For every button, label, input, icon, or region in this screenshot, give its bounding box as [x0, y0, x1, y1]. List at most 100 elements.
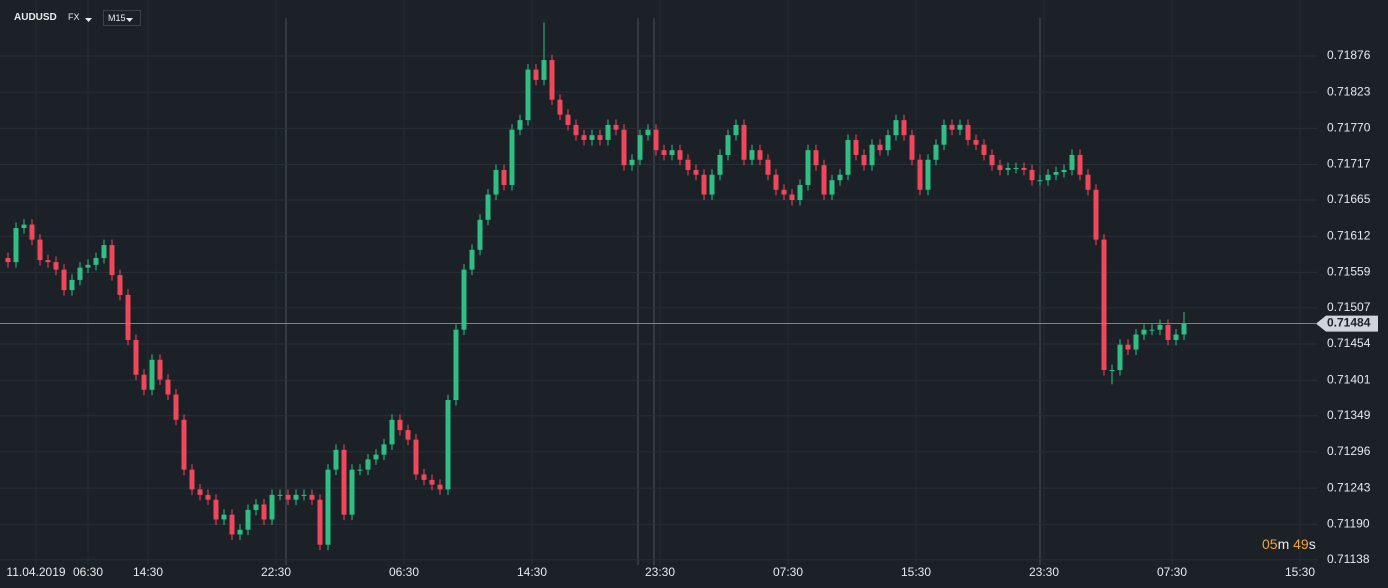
y-tick-label: 0.71243 — [1327, 480, 1371, 494]
candle-body — [829, 180, 835, 195]
candle-body — [21, 224, 27, 228]
candle-body — [685, 159, 691, 170]
candle-body — [125, 294, 131, 340]
candle-body — [573, 124, 579, 136]
candle-body — [109, 245, 115, 276]
candle-body — [725, 135, 731, 155]
candle-body — [781, 189, 787, 195]
candle-body — [933, 144, 939, 160]
candle-body — [469, 249, 475, 270]
candle-body — [717, 154, 723, 175]
candle-body — [421, 474, 427, 480]
candle-body — [1069, 154, 1075, 170]
y-tick-label: 0.71717 — [1327, 157, 1371, 171]
x-tick-label: 11.04.2019 — [6, 565, 65, 579]
candle-body — [477, 219, 483, 250]
candle-body — [389, 419, 395, 445]
x-tick-label: 15:30 — [1285, 565, 1315, 579]
y-tick-label: 0.71876 — [1327, 48, 1371, 62]
x-tick-label: 07:30 — [1157, 565, 1187, 579]
timeframe[interactable]: M15 — [103, 10, 141, 26]
x-tick-label: 07:30 — [773, 565, 803, 579]
candle-body — [1141, 329, 1147, 335]
candle-body — [957, 124, 963, 130]
y-tick-label: 0.71770 — [1327, 121, 1371, 135]
candle-body — [605, 124, 611, 140]
candle-body — [221, 514, 227, 520]
candle-body — [77, 267, 83, 280]
candle-body — [885, 135, 891, 151]
candle-body — [397, 419, 403, 431]
market[interactable]: FX — [68, 12, 80, 22]
candle-body — [949, 124, 955, 130]
dropdown-arrow[interactable] — [125, 16, 135, 24]
candle-body — [589, 135, 595, 140]
candle-body — [373, 454, 379, 460]
candle-body — [405, 430, 411, 440]
candle-body — [701, 174, 707, 195]
candle-body — [989, 154, 995, 166]
candle-body — [197, 489, 203, 495]
candle-body — [557, 99, 563, 115]
candle-body — [237, 529, 243, 535]
y-tick-label: 0.71612 — [1327, 228, 1371, 242]
candle-body — [5, 258, 11, 263]
countdown-unit: m — [1277, 536, 1290, 552]
candle-body — [1045, 174, 1051, 181]
candle-body — [621, 129, 627, 166]
candle-body — [693, 169, 699, 175]
candle-body — [205, 494, 211, 500]
candle-body — [965, 124, 971, 140]
candle-body — [869, 144, 875, 166]
y-tick-label: 0.71559 — [1327, 265, 1371, 279]
candle-body — [1157, 324, 1163, 330]
x-tick-label: 14:30 — [133, 565, 163, 579]
candle-body — [293, 494, 299, 500]
candle-body — [493, 169, 499, 195]
candle-body — [789, 194, 795, 201]
candle-body — [637, 135, 643, 160]
candle-body — [645, 129, 651, 136]
symbol[interactable]: AUDUSD — [14, 12, 57, 23]
candle-body — [1101, 239, 1107, 370]
candle-body — [261, 504, 267, 520]
candle-body — [85, 264, 91, 268]
x-tick-label: 06:30 — [73, 565, 103, 579]
dropdown-arrow[interactable] — [84, 16, 94, 24]
candle-body — [269, 494, 275, 520]
candle-body — [1133, 334, 1139, 350]
candle-body — [253, 504, 259, 510]
y-tick-label: 0.71296 — [1327, 444, 1371, 458]
candle-body — [709, 174, 715, 195]
candle-body — [581, 135, 587, 140]
candle-body — [445, 400, 451, 490]
candle-body — [381, 444, 387, 455]
candle-body — [1021, 167, 1027, 170]
y-tick-label: 0.71401 — [1327, 372, 1371, 386]
y-tick-label: 0.71138 — [1327, 552, 1370, 566]
candle-body — [317, 499, 323, 545]
candle-body — [1053, 172, 1059, 175]
candle-body — [277, 494, 283, 496]
candle-body — [29, 224, 35, 240]
current-price-tag — [1316, 315, 1378, 332]
candle-body — [149, 359, 155, 390]
candle-body — [549, 60, 555, 100]
candle-body — [821, 165, 827, 195]
x-tick-label: 06:30 — [389, 565, 419, 579]
candle-body — [525, 69, 531, 121]
candle-body — [1109, 369, 1115, 371]
candle-body — [997, 165, 1003, 170]
candle-body — [661, 150, 667, 155]
candle-body — [13, 228, 19, 263]
candle-body — [1085, 174, 1091, 190]
candle-body — [917, 159, 923, 190]
candle-body — [93, 258, 99, 265]
y-tick-label: 0.71507 — [1327, 300, 1371, 314]
candle-body — [349, 469, 355, 515]
candle-body — [1173, 334, 1179, 340]
y-tick-label: 0.71190 — [1327, 516, 1370, 530]
x-tick-label: 23:30 — [1029, 565, 1059, 579]
